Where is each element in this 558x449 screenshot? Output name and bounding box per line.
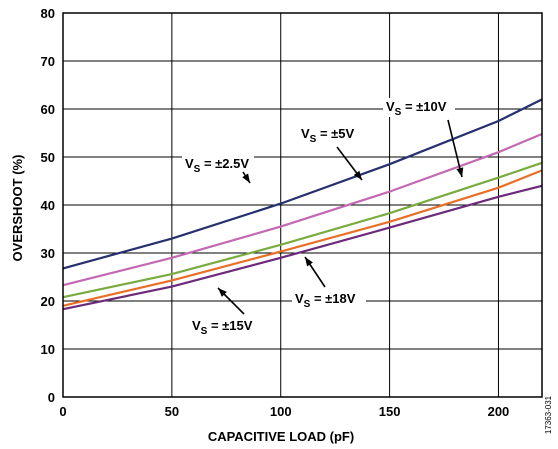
series-line-0 bbox=[62, 98, 543, 270]
x-tick-label-2: 100 bbox=[270, 404, 292, 419]
x-tick-label-3: 150 bbox=[379, 404, 401, 419]
figure-id: 17363-031 bbox=[544, 395, 553, 434]
annotation-label-4: VS = ±18V bbox=[295, 291, 356, 310]
annotation-leader-2 bbox=[447, 119, 463, 178]
annotation-arrowhead-4 bbox=[305, 257, 313, 267]
y-tick-label-4: 40 bbox=[41, 198, 55, 213]
annotation-bg-3 bbox=[189, 317, 263, 336]
y-axis-title: OVERSHOOT (%) bbox=[10, 155, 25, 262]
y-tick-label-8: 80 bbox=[41, 6, 55, 21]
x-tick-label-1: 50 bbox=[165, 404, 179, 419]
y-tick-label-3: 30 bbox=[41, 246, 55, 261]
annotation-label-3: VS = ±15V bbox=[192, 318, 253, 337]
series-line-1 bbox=[62, 132, 543, 287]
y-tick-label-0: 0 bbox=[48, 390, 55, 405]
annotation-arrowhead-2 bbox=[456, 167, 464, 177]
plot-border bbox=[62, 12, 543, 398]
y-tick-label-6: 60 bbox=[41, 102, 55, 117]
series-line-4 bbox=[62, 184, 543, 311]
annotation-bg-1 bbox=[298, 125, 360, 144]
x-tick-label-0: 0 bbox=[59, 404, 66, 419]
series-lines bbox=[62, 98, 543, 311]
annotation-arrowhead-3 bbox=[218, 288, 227, 297]
series-annotations: VS = ±2.5V VS = ±5V VS = ±10V VS = ±15V VS =… bbox=[182, 98, 464, 337]
y-tick-label-2: 20 bbox=[41, 294, 55, 309]
x-axis-title: CAPACITIVE LOAD (pF) bbox=[208, 429, 354, 444]
annotation-arrowhead-1 bbox=[353, 170, 362, 180]
annotation-label-1: VS = ±5V bbox=[301, 126, 355, 145]
tick-labels: 0 10 20 30 40 50 60 70 80 0 50 100 150 200 bbox=[41, 6, 510, 419]
annotation-bg-2 bbox=[383, 98, 455, 117]
series-line-3 bbox=[62, 169, 543, 307]
y-tick-label-7: 70 bbox=[41, 54, 55, 69]
annotation-bg-4 bbox=[292, 290, 366, 309]
annotation-label-0: VS = ±2.5V bbox=[185, 156, 249, 175]
y-tick-label-1: 10 bbox=[41, 342, 55, 357]
annotation-label-2: VS = ±10V bbox=[386, 99, 447, 118]
series-line-2 bbox=[62, 161, 543, 299]
annotation-arrowhead-0 bbox=[242, 173, 250, 183]
y-tick-label-5: 50 bbox=[41, 150, 55, 165]
annotation-bg-0 bbox=[182, 155, 254, 174]
x-tick-label-4: 200 bbox=[488, 404, 510, 419]
plot-frame bbox=[62, 12, 543, 398]
